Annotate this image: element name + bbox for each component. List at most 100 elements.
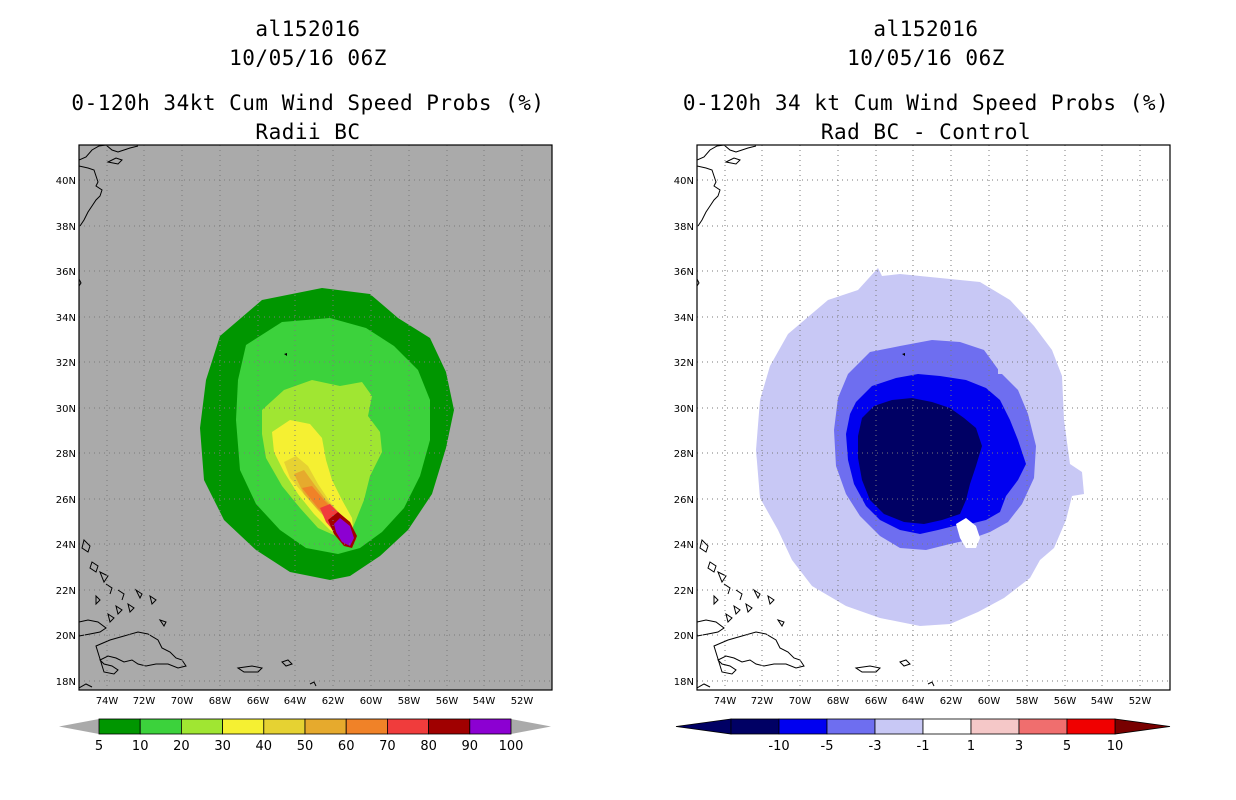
colorbar-label: -1 xyxy=(917,739,930,754)
colorbar-label: 100 xyxy=(499,739,524,754)
right-axis-labels: 40N 38N 36N 34N 32N 30N 28N 26N 24N 22N 20N 18N 74W 7… xyxy=(674,176,1152,707)
left-map-panel: 40N 38N 36N 34N 32N 30N 28N 26N 24N 22N 20N 18N 74W 7… xyxy=(56,144,553,707)
colorbar-swatch xyxy=(263,718,306,735)
lat-label: 22N xyxy=(674,586,694,597)
lon-label: 58W xyxy=(1016,696,1039,707)
colorbar-swatch xyxy=(1066,718,1116,735)
lon-label: 64W xyxy=(902,696,925,707)
colorbar-swatch xyxy=(1018,718,1068,735)
lon-label: 72W xyxy=(751,696,774,707)
small-speck xyxy=(284,353,287,356)
lat-label: 26N xyxy=(674,495,694,506)
colorbar-swatch xyxy=(826,718,876,735)
right-map-panel: 40N 38N 36N 34N 32N 30N 28N 26N 24N 22N 20N 18N 74W 7… xyxy=(674,144,1171,707)
left-map-frame xyxy=(78,144,553,691)
lon-label: 60W xyxy=(360,696,383,707)
colorbar-label: 70 xyxy=(379,739,396,754)
lat-label: 34N xyxy=(56,313,76,324)
right-difference-contours xyxy=(697,145,1084,689)
lon-label: 58W xyxy=(398,696,421,707)
lat-label: 36N xyxy=(674,267,694,278)
diff-minus10 xyxy=(858,398,982,524)
lat-label: 34N xyxy=(674,313,694,324)
lat-label: 32N xyxy=(56,358,76,369)
left-title-block: al152016 10/05/16 06Z 0-120h 34kt Cum Wi… xyxy=(48,15,568,147)
colorbar-label: 10 xyxy=(1107,739,1124,754)
colorbar-label: 50 xyxy=(297,739,314,754)
left-datetime: 10/05/16 06Z xyxy=(229,46,387,70)
left-storm-id: al152016 xyxy=(255,17,361,41)
lon-label: 66W xyxy=(247,696,270,707)
colorbar-swatch xyxy=(139,718,182,735)
lat-label: 38N xyxy=(674,222,694,233)
colorbar-label: -3 xyxy=(869,739,882,754)
colorbar-swatch xyxy=(222,718,265,735)
lon-label: 56W xyxy=(1054,696,1077,707)
colorbar-label: 10 xyxy=(132,739,149,754)
lon-label: 64W xyxy=(284,696,307,707)
left-grid-lines xyxy=(79,145,552,690)
colorbar-swatch xyxy=(180,718,223,735)
diff-speck-b xyxy=(998,360,1004,374)
lat-label: 30N xyxy=(674,404,694,415)
lon-label: 52W xyxy=(1129,696,1152,707)
lon-label: 70W xyxy=(171,696,194,707)
colorbar-swatch xyxy=(922,718,972,735)
colorbar-swatch xyxy=(98,718,141,735)
diff-speck-a xyxy=(902,353,905,356)
lat-label: 36N xyxy=(56,267,76,278)
colorbar-label: 90 xyxy=(462,739,479,754)
lat-label: 20N xyxy=(56,631,76,642)
lat-label: 24N xyxy=(56,540,76,551)
colorbar-label: 5 xyxy=(1063,739,1071,754)
lat-label: 38N xyxy=(56,222,76,233)
left-axis-labels: 40N 38N 36N 34N 32N 30N 28N 26N 24N 22N 20N 18N 74W 7… xyxy=(56,176,534,707)
right-grid-lines xyxy=(697,145,1170,690)
colorbar-swatch xyxy=(469,718,512,735)
lon-label: 54W xyxy=(1091,696,1114,707)
right-product-title: 0-120h 34 kt Cum Wind Speed Probs (%) xyxy=(682,91,1170,115)
colorbar-extend-low xyxy=(675,718,732,735)
colorbar-swatch xyxy=(304,718,347,735)
colorbar-label: 80 xyxy=(420,739,437,754)
lon-label: 66W xyxy=(865,696,888,707)
colorbar-swatch xyxy=(345,718,388,735)
lon-label: 70W xyxy=(789,696,812,707)
right-map-frame xyxy=(696,144,1171,691)
lat-label: 22N xyxy=(56,586,76,597)
colorbar-swatch xyxy=(970,718,1020,735)
colorbar-swatch xyxy=(730,718,780,735)
lat-label: 40N xyxy=(56,176,76,187)
right-subtitle: Rad BC - Control xyxy=(820,120,1032,144)
colorbar-label: 60 xyxy=(338,739,355,754)
lat-label: 28N xyxy=(56,449,76,460)
lon-label: 68W xyxy=(209,696,232,707)
lon-label: 56W xyxy=(436,696,459,707)
lat-label: 30N xyxy=(56,404,76,415)
lat-label: 28N xyxy=(674,449,694,460)
colorbar-label: 40 xyxy=(256,739,273,754)
lon-label: 74W xyxy=(714,696,737,707)
colorbar-swatch xyxy=(428,718,471,735)
colorbar-label: 30 xyxy=(214,739,231,754)
lat-label: 20N xyxy=(674,631,694,642)
colorbar-extend-low xyxy=(59,719,99,734)
colorbar-extend-high xyxy=(511,719,551,734)
lat-label: 26N xyxy=(56,495,76,506)
right-datetime: 10/05/16 06Z xyxy=(847,46,1005,70)
right-title-block: al152016 10/05/16 06Z 0-120h 34 kt Cum W… xyxy=(666,15,1186,147)
colorbar-swatch xyxy=(386,718,429,735)
colorbar-label: -5 xyxy=(821,739,834,754)
colorbar-swatch xyxy=(874,718,924,735)
lat-label: 32N xyxy=(674,358,694,369)
lon-label: 62W xyxy=(940,696,963,707)
lon-label: 74W xyxy=(96,696,119,707)
lon-label: 72W xyxy=(133,696,156,707)
right-colorbar: -10 -5 -3 -1 1 3 5 10 xyxy=(675,718,1171,754)
lat-label: 18N xyxy=(674,677,694,688)
lon-label: 68W xyxy=(827,696,850,707)
contour-100 xyxy=(340,524,351,540)
left-colorbar: 5 10 20 30 40 50 60 70 80 90 100 xyxy=(59,718,551,754)
diff-white-notch xyxy=(956,518,980,548)
